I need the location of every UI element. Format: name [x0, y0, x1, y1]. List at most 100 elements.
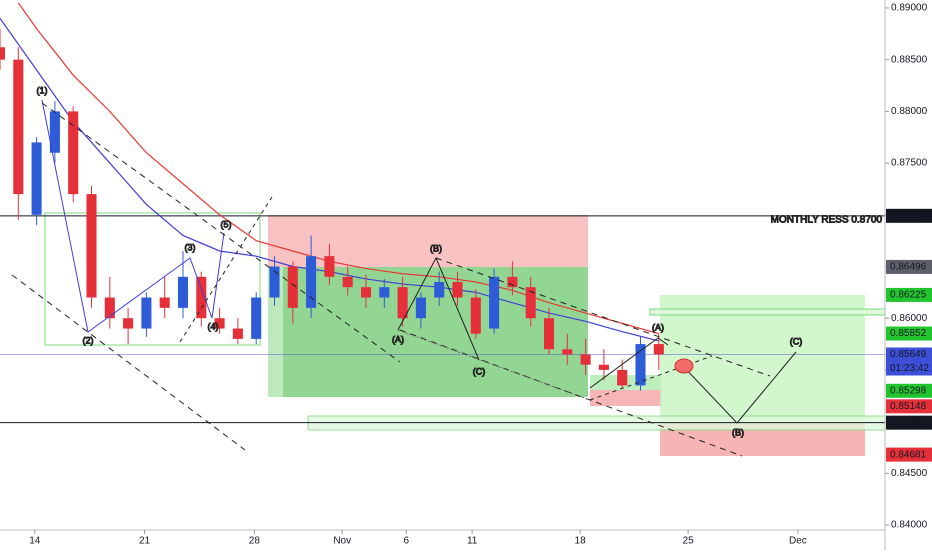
price-label-bg	[886, 347, 932, 362]
candle-body	[306, 256, 317, 308]
x-tick-label: Nov	[333, 536, 351, 547]
x-tick-label: 28	[249, 536, 261, 547]
candle-body	[287, 266, 298, 308]
channel-line	[589, 355, 713, 401]
price-label: 0.85649	[890, 349, 927, 360]
candle-body	[104, 297, 115, 319]
candle-body	[196, 276, 207, 319]
drawings	[44, 212, 886, 456]
candle-body	[360, 287, 372, 298]
candle-body	[159, 297, 170, 308]
candle-body	[562, 349, 573, 355]
price-label-bg	[886, 415, 932, 430]
candle-body	[379, 287, 390, 298]
wave-label: (1)	[37, 85, 48, 95]
countdown: 01:23:42	[890, 363, 929, 374]
wave-label: (C)	[473, 366, 486, 376]
candle-body	[31, 142, 42, 215]
candle-body	[232, 328, 243, 339]
wave-label: (A)	[652, 322, 664, 332]
candle-body	[452, 282, 463, 298]
x-tick-label: 14	[29, 536, 41, 547]
y-tick-label: 0.84000	[891, 520, 928, 531]
candle-body	[617, 369, 628, 386]
channel-line	[435, 257, 771, 377]
candle-body	[434, 282, 445, 298]
x-tick-label: 21	[139, 536, 151, 547]
y-tick-label: 0.84500	[891, 468, 928, 479]
price-label: 0.84990	[890, 417, 927, 428]
annotation: MONTHLY RESS 0.8700	[771, 215, 883, 226]
candle-body	[13, 59, 24, 195]
price-label-bg	[886, 447, 932, 462]
x-tick-label: Dec	[789, 536, 807, 547]
x-tick-label: 25	[683, 536, 695, 547]
candle-body	[507, 276, 518, 288]
candle-body	[123, 318, 134, 329]
wave-label: (3)	[185, 242, 196, 252]
candle-body	[251, 297, 262, 339]
wave-label: (B)	[430, 243, 442, 253]
candle-body	[49, 111, 60, 153]
candle-body	[598, 364, 609, 370]
channel-line	[41, 102, 401, 363]
price-label: 0.85298	[890, 385, 927, 396]
wave-label: (5)	[221, 219, 232, 229]
projection-path	[681, 351, 797, 424]
stop-zone	[268, 215, 588, 267]
wave-label: (C)	[790, 336, 803, 346]
y-tick-label: 0.87500	[891, 158, 928, 169]
price-label: 0.86225	[890, 290, 927, 301]
channel-line	[399, 329, 743, 457]
wave-label: (A)	[392, 334, 404, 344]
price-label-bg	[886, 208, 932, 223]
candle-body	[470, 297, 481, 334]
candle-body	[177, 276, 189, 308]
y-tick-label: 0.88500	[891, 54, 928, 65]
wave-label: (2)	[83, 335, 94, 345]
wave-path	[41, 99, 225, 333]
y-tick-label: 0.88000	[891, 106, 928, 117]
wave-drawings: (1) (2) (3) (4) (5) (A) (B) (C) (A) (B) …	[11, 85, 883, 457]
price-label-bg	[886, 259, 932, 274]
candle-body	[415, 297, 426, 319]
price-label: 0.84681	[890, 449, 927, 460]
candle-body	[0, 47, 6, 60]
candle-body	[342, 276, 353, 288]
wave-label: (4)	[208, 321, 219, 331]
y-tick-label: 0.89000	[891, 3, 928, 14]
target-marker	[674, 358, 694, 374]
plot	[0, 2, 885, 424]
candle-body	[68, 111, 79, 195]
candle-body	[635, 344, 646, 386]
channel-line	[11, 274, 246, 451]
x-tick-label: 18	[575, 536, 587, 547]
candle-body	[653, 344, 664, 355]
price-label: 0.85852	[890, 328, 927, 339]
candle-body	[86, 194, 97, 298]
price-label: 0.86496	[890, 262, 927, 273]
wave-path	[589, 337, 669, 389]
candle-body	[269, 266, 280, 298]
candle-body	[489, 276, 500, 329]
price-label-bg	[886, 383, 932, 398]
wave-label: (B)	[732, 427, 744, 437]
x-tick-label: 6	[403, 536, 409, 547]
candle-body	[141, 297, 152, 329]
countdown-bg	[886, 361, 932, 376]
price-label-bg	[886, 326, 932, 341]
candle-body	[543, 318, 555, 350]
range-box	[44, 212, 261, 346]
price-label-bg	[886, 287, 932, 302]
target-zone	[660, 295, 865, 423]
y-tick-label: 0.86000	[891, 313, 928, 324]
candle-body	[525, 287, 536, 319]
price-label: 0.85148	[890, 401, 927, 412]
candle-body	[324, 256, 335, 277]
candle-body	[214, 318, 225, 329]
price-label: 0.86990	[890, 210, 927, 221]
candle-body	[397, 287, 408, 319]
price-label-bg	[886, 399, 932, 414]
